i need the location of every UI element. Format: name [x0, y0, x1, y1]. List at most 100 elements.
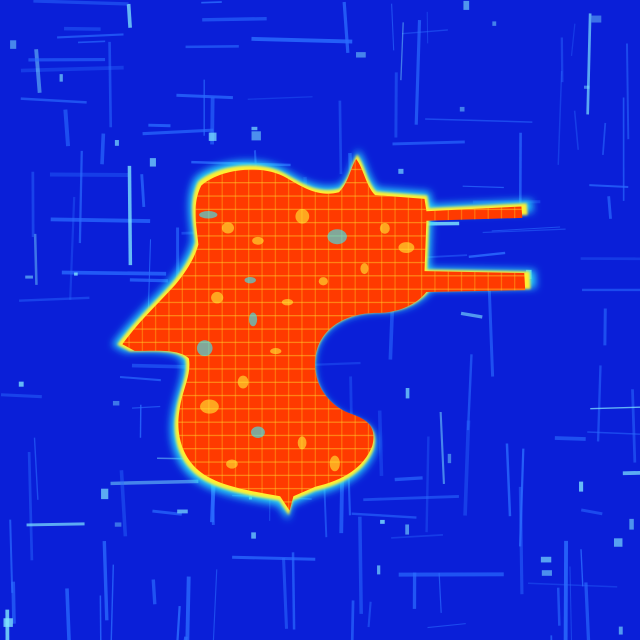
background-streak	[587, 431, 640, 435]
background-streak	[631, 389, 637, 463]
background-patch	[492, 21, 497, 26]
background-streak	[69, 196, 76, 300]
hotspot	[196, 340, 213, 357]
background-streak	[20, 65, 124, 73]
blob-hotspots	[196, 209, 415, 472]
background-streak	[77, 40, 106, 44]
background-streak	[505, 443, 512, 517]
hotspot	[250, 426, 265, 438]
background-patch	[356, 52, 366, 58]
background-patch	[149, 158, 156, 167]
background-streak	[377, 410, 384, 476]
background-streak	[185, 576, 191, 640]
background-streak	[556, 587, 561, 626]
background-streak	[482, 228, 566, 234]
background-streak	[358, 516, 363, 614]
background-streak	[363, 495, 459, 502]
background-streak	[569, 566, 572, 640]
background-streak	[152, 509, 182, 516]
background-streak	[351, 512, 417, 519]
background-patch	[583, 85, 590, 89]
background-streak	[132, 405, 161, 409]
background-streak	[61, 270, 167, 276]
background-streak	[232, 555, 316, 561]
background-streak	[391, 533, 443, 539]
background-streak	[342, 1, 350, 54]
background-streak	[463, 420, 471, 516]
background-streak	[119, 470, 128, 537]
background-streak	[589, 184, 629, 188]
background-patch	[618, 626, 623, 635]
hotspot	[270, 348, 282, 355]
background-patch	[208, 132, 217, 141]
background-patch	[25, 275, 33, 279]
background-streak	[33, 233, 38, 285]
background-patch	[177, 509, 188, 514]
background-streak	[402, 29, 448, 35]
background-streak	[580, 549, 584, 587]
background-streak	[110, 564, 115, 640]
background-streak	[176, 605, 181, 640]
background-streak	[425, 436, 430, 533]
hotspot	[360, 263, 369, 275]
background-streak	[64, 26, 101, 31]
background-streak	[247, 96, 313, 100]
hotspot	[248, 312, 258, 327]
background-streak	[570, 23, 576, 56]
background-streak	[251, 36, 353, 44]
background-streak	[462, 185, 504, 189]
background-streak	[11, 581, 16, 624]
background-streak	[291, 552, 296, 630]
background-streak	[33, 0, 129, 6]
background-patch	[463, 0, 470, 10]
background-streak	[108, 41, 113, 128]
background-streak	[282, 558, 289, 629]
background-streak	[596, 365, 602, 442]
background-streak	[27, 451, 34, 561]
hotspot	[221, 222, 235, 234]
background-patch	[541, 570, 552, 576]
background-streak	[212, 569, 218, 640]
hotspot	[295, 209, 310, 224]
background-streak	[554, 436, 586, 441]
background-patch	[377, 565, 381, 575]
background-patch	[114, 140, 119, 146]
background-patch	[579, 481, 584, 492]
background-streak	[487, 279, 495, 377]
background-streak	[602, 122, 607, 155]
blob-core	[122, 158, 526, 511]
background-patch	[405, 524, 410, 535]
background-streak	[518, 448, 525, 547]
hotspot	[237, 375, 249, 389]
background-streak	[414, 20, 422, 125]
background-streak	[626, 43, 630, 140]
background-streak	[466, 354, 473, 431]
background-streak	[34, 49, 42, 93]
hotspot	[244, 276, 256, 284]
background-streak	[392, 140, 465, 146]
background-streak	[110, 479, 199, 486]
background-patch	[10, 40, 17, 49]
background-streak	[367, 601, 372, 628]
background-streak	[622, 470, 640, 476]
background-streak	[185, 45, 239, 49]
background-streak	[590, 406, 640, 410]
background-streak	[491, 226, 561, 232]
background-streak	[127, 165, 133, 266]
background-patch	[398, 168, 404, 174]
hotspot	[281, 298, 294, 306]
background-streak	[573, 110, 579, 150]
background-streak	[425, 118, 533, 123]
background-patch	[59, 74, 63, 82]
background-patch	[629, 518, 634, 530]
background-streak	[129, 278, 168, 283]
background-streak	[201, 1, 222, 4]
background-streak	[63, 109, 71, 147]
background-patch	[613, 538, 623, 547]
background-streak	[528, 582, 618, 588]
background-streak	[350, 600, 355, 640]
background-streak	[391, 3, 395, 51]
background-streak	[142, 128, 214, 136]
background-streak	[438, 572, 442, 613]
background-streak	[19, 296, 90, 302]
